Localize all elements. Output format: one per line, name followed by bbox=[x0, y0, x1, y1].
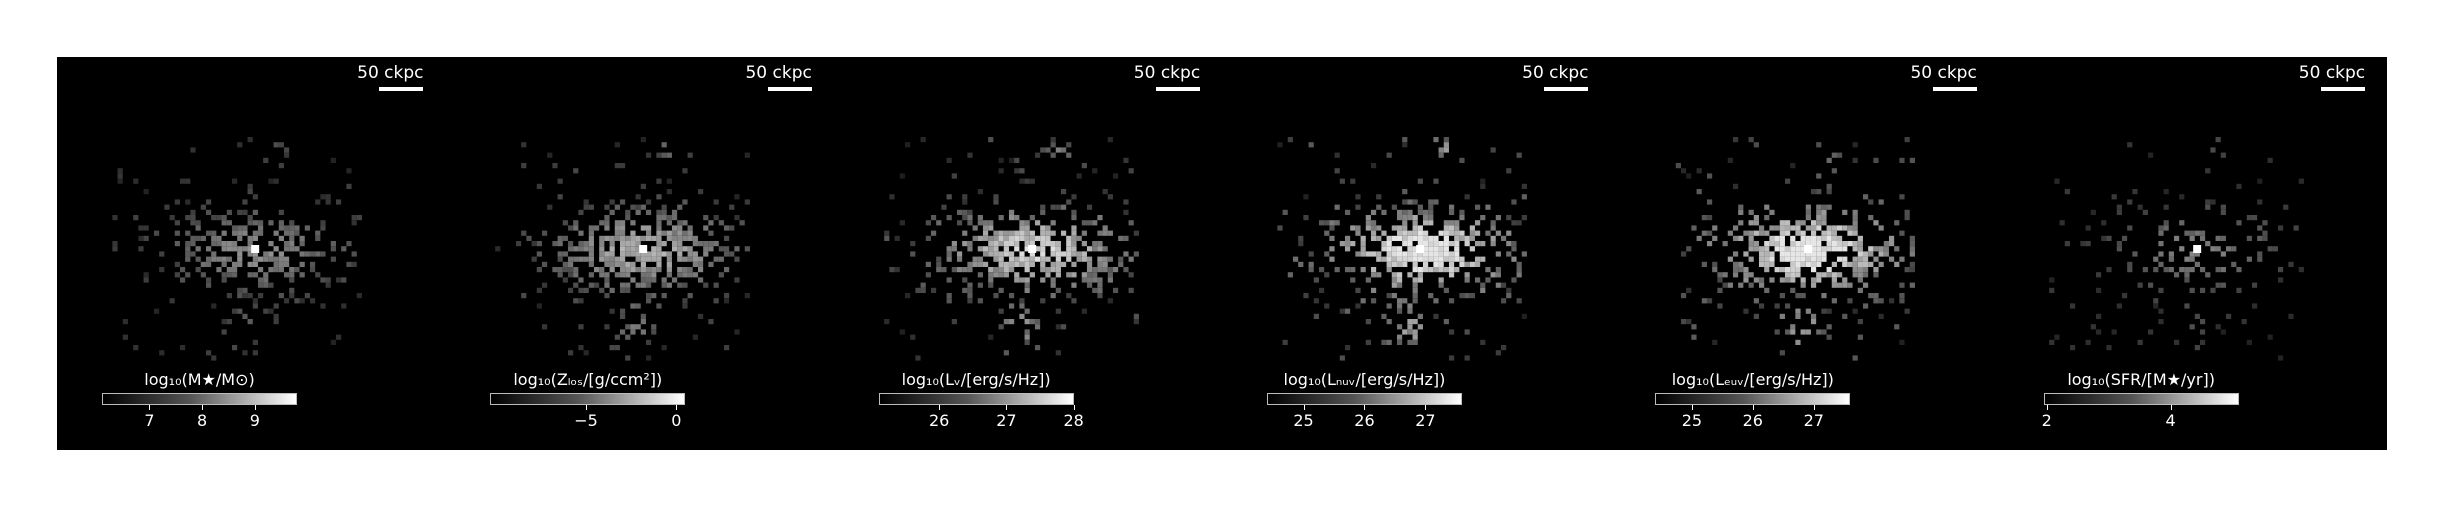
galaxy-map bbox=[2048, 137, 2304, 361]
colorbar-tick bbox=[2170, 405, 2172, 410]
map-panel-lum-v: 50 ckpc log₁₀(Lᵥ/[erg/s/Hz]) 26 27 28 bbox=[833, 57, 1222, 450]
colorbar-tick-label: 25 bbox=[1293, 411, 1314, 430]
colorbar-label: log₁₀(Lₙᵤᵥ/[erg/s/Hz]) bbox=[1283, 370, 1446, 389]
colorbar-label: log₁₀(Zₗₒₛ/[g/ccm²]) bbox=[513, 370, 663, 389]
colorbar-tick-label: 25 bbox=[1681, 411, 1703, 430]
colorbar-tick-label: 26 bbox=[1354, 411, 1375, 430]
scale-bar bbox=[1544, 87, 1589, 91]
galaxy-map bbox=[1277, 137, 1527, 361]
scale-bar bbox=[1932, 87, 1977, 91]
colorbar-tick-label: 9 bbox=[249, 411, 260, 430]
scale-bar-label: 50 ckpc bbox=[357, 63, 424, 83]
scale-bar bbox=[2320, 87, 2365, 91]
colorbar bbox=[878, 393, 1074, 405]
colorbar-tick-label: 0 bbox=[671, 411, 682, 430]
colorbar-tick-label: 26 bbox=[928, 411, 950, 430]
map-panel-stellar-mass: 50 ckpc log₁₀(M★/M⊙) 7 8 9 bbox=[57, 57, 446, 450]
colorbar-tick bbox=[586, 405, 588, 410]
map-panel-sfr: 50 ckpc log₁₀(SFR/[M★/yr]) 2 4 bbox=[1998, 57, 2387, 450]
colorbar-tick-label: 28 bbox=[1063, 411, 1084, 430]
colorbar bbox=[1655, 393, 1851, 405]
galaxy-map bbox=[112, 137, 362, 361]
colorbar-tick-label: 2 bbox=[2041, 411, 2052, 430]
scale-bar bbox=[767, 87, 812, 91]
scale-bar bbox=[379, 87, 424, 91]
galaxy-map bbox=[883, 137, 1139, 361]
colorbar-tick bbox=[1364, 405, 1366, 410]
colorbar-tick-label: 27 bbox=[996, 411, 1017, 430]
scale-bar-label: 50 ckpc bbox=[1910, 63, 1977, 83]
colorbar bbox=[102, 393, 297, 405]
colorbar-tick-label: 8 bbox=[197, 411, 208, 430]
scale-bar-label: 50 ckpc bbox=[1133, 63, 1201, 83]
colorbar-tick-label: 27 bbox=[1803, 411, 1824, 430]
colorbar bbox=[1266, 393, 1462, 405]
colorbar-tick-label: −5 bbox=[574, 411, 598, 430]
image-strip: 50 ckpc log₁₀(M★/M⊙) 7 8 9 50 ckpc log₁₀(Zₗₒₛ/… bbox=[57, 57, 2387, 450]
colorbar-tick bbox=[939, 405, 941, 410]
colorbar-tick-label: 4 bbox=[2165, 411, 2176, 430]
colorbar-label: log₁₀(SFR/[M★/yr]) bbox=[2067, 370, 2215, 389]
colorbar-tick bbox=[254, 405, 256, 410]
colorbar bbox=[490, 393, 686, 405]
colorbar-tick bbox=[2046, 405, 2048, 410]
map-panel-lum-nuv: 50 ckpc log₁₀(Lₙᵤᵥ/[erg/s/Hz]) 25 26 27 bbox=[1221, 57, 1611, 450]
colorbar-label: log₁₀(M★/M⊙) bbox=[144, 370, 255, 389]
map-panel-metallicity: 50 ckpc log₁₀(Zₗₒₛ/[g/ccm²]) −5 0 bbox=[445, 57, 834, 450]
colorbar-label: log₁₀(Lₑᵤᵥ/[erg/s/Hz]) bbox=[1671, 370, 1834, 389]
colorbar-tick-label: 7 bbox=[144, 411, 155, 430]
colorbar-tick bbox=[1425, 405, 1427, 410]
colorbar-tick-label: 26 bbox=[1742, 411, 1763, 430]
colorbar-tick bbox=[149, 405, 151, 410]
scale-bar-label: 50 ckpc bbox=[1522, 63, 1589, 83]
colorbar bbox=[2043, 393, 2239, 405]
colorbar-tick bbox=[1813, 405, 1815, 410]
galaxy-map bbox=[1676, 137, 1916, 361]
colorbar-tick bbox=[202, 405, 204, 410]
map-panel-lum-fuv: 50 ckpc log₁₀(Lₑᵤᵥ/[erg/s/Hz]) 25 26 27 bbox=[1610, 57, 1999, 450]
scale-bar-label: 50 ckpc bbox=[745, 63, 812, 83]
scale-bar-label: 50 ckpc bbox=[2298, 63, 2366, 83]
colorbar-tick-label: 27 bbox=[1415, 411, 1436, 430]
colorbar-tick bbox=[1752, 405, 1754, 410]
colorbar-tick bbox=[1303, 405, 1305, 410]
scale-bar bbox=[1155, 87, 1200, 91]
galaxy-map bbox=[495, 137, 751, 361]
colorbar-tick bbox=[1073, 405, 1075, 410]
colorbar-tick bbox=[1006, 405, 1008, 410]
colorbar-label: log₁₀(Lᵥ/[erg/s/Hz]) bbox=[901, 370, 1051, 389]
colorbar-tick bbox=[1691, 405, 1693, 410]
colorbar-tick bbox=[676, 405, 678, 410]
